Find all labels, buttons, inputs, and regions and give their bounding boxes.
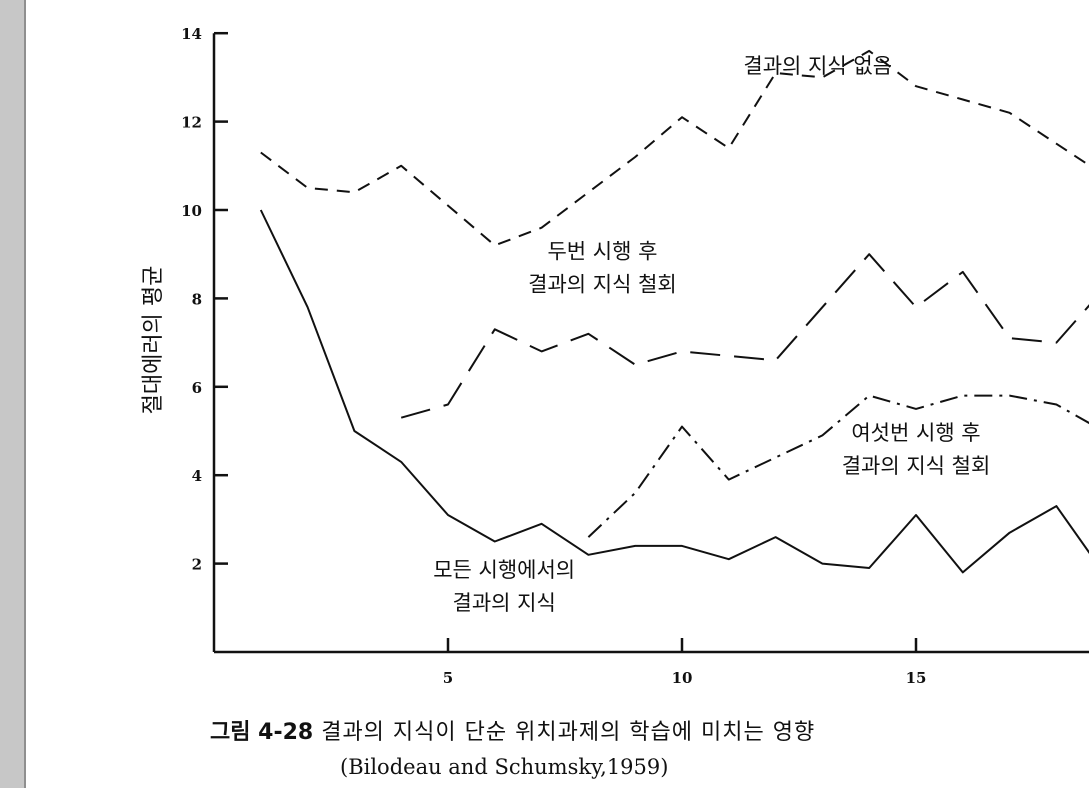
series-line-4 <box>259 209 1089 574</box>
series-label-line: 결과의 지식 철회 <box>842 454 991 478</box>
y-axis-label: 절대에러의 평균 <box>141 266 166 415</box>
x-tick-label: 10 <box>672 669 693 687</box>
series-label-line: 결과의 지식 <box>453 591 556 615</box>
series-label-line: 결과의 지식 없음 <box>743 54 892 78</box>
y-tick-label: 10 <box>181 202 202 220</box>
y-tick-label: 12 <box>181 114 202 132</box>
figure-source: (Bilodeau and Schumsky,1959) <box>340 755 669 779</box>
series-label-line: 두번 시행 후 <box>547 240 657 264</box>
series-label-line: 결과의 지식 철회 <box>528 273 677 297</box>
series-label-line: 모든 시행에서의 <box>433 558 575 582</box>
series-line-3 <box>587 394 1089 538</box>
y-tick-label: 4 <box>192 467 202 485</box>
series-line-1 <box>260 49 1089 247</box>
left-margin-bar <box>0 0 24 788</box>
series-label-line: 여섯번 시행 후 <box>851 421 980 445</box>
y-tick-label: 14 <box>181 25 202 43</box>
series-line-2 <box>400 253 1089 419</box>
chart-series <box>259 49 1089 574</box>
figure-caption: 그림 4-28 결과의 지식이 단순 위치과제의 학습에 미치는 영향 <box>210 714 1089 746</box>
figure-number: 그림 4-28 <box>210 720 314 745</box>
chart-axes <box>212 33 1089 654</box>
chart-ticks: 2 4 6 8 10 12 14 5 10 15 <box>181 25 926 687</box>
figure-caption-text: 결과의 지식이 단순 위치과제의 학습에 미치는 영향 <box>321 720 816 745</box>
y-tick-label: 6 <box>192 379 202 397</box>
x-tick-label: 15 <box>906 669 927 687</box>
left-margin-edge <box>24 0 26 788</box>
y-tick-label: 2 <box>192 556 202 574</box>
x-tick-label: 5 <box>443 669 453 687</box>
series-label-1: 결과의 지식 없음 <box>743 54 892 78</box>
y-tick-label: 8 <box>192 290 202 308</box>
